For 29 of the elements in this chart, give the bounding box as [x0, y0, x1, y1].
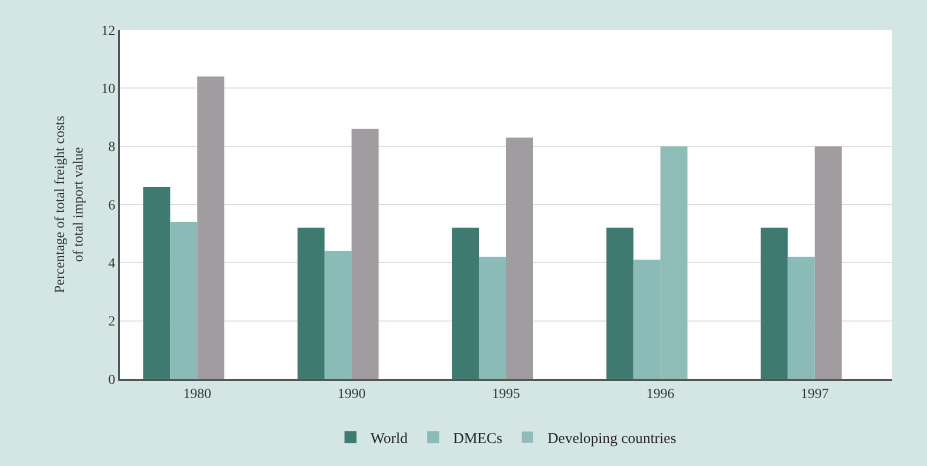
- bar: [324, 251, 352, 379]
- x-tick-label: 1990: [338, 386, 366, 402]
- y-tick-label: 10: [101, 82, 116, 98]
- y-axis-title: Percentage of total freight costs of total import value: [53, 116, 86, 294]
- y-tick-label: 12: [101, 24, 116, 39]
- bar: [452, 228, 479, 379]
- bar: [352, 128, 379, 379]
- y-tick-label: 0: [108, 372, 116, 388]
- bar: [606, 228, 634, 379]
- legend-label: World: [370, 430, 408, 447]
- bar: [197, 76, 224, 379]
- y-tick-label: 2: [108, 314, 116, 330]
- bar: [760, 228, 788, 379]
- y-tick-label: 6: [108, 198, 116, 214]
- legend-label: Developing countries: [547, 430, 676, 447]
- bar: [170, 222, 198, 379]
- bar: [298, 228, 325, 379]
- x-tick-label: 1996: [646, 386, 674, 402]
- y-tick-label: 4: [108, 256, 116, 272]
- y-tick-label: 8: [108, 140, 116, 156]
- x-tick-label: 1995: [492, 386, 520, 402]
- bar: [788, 256, 815, 379]
- x-tick-label: 1980: [183, 386, 212, 402]
- bar: [143, 187, 170, 379]
- bar: [506, 138, 534, 379]
- bar: [814, 146, 842, 379]
- x-tick-label: 1997: [800, 386, 829, 402]
- bar: [478, 256, 506, 379]
- legend-label: DMECs: [453, 430, 502, 447]
